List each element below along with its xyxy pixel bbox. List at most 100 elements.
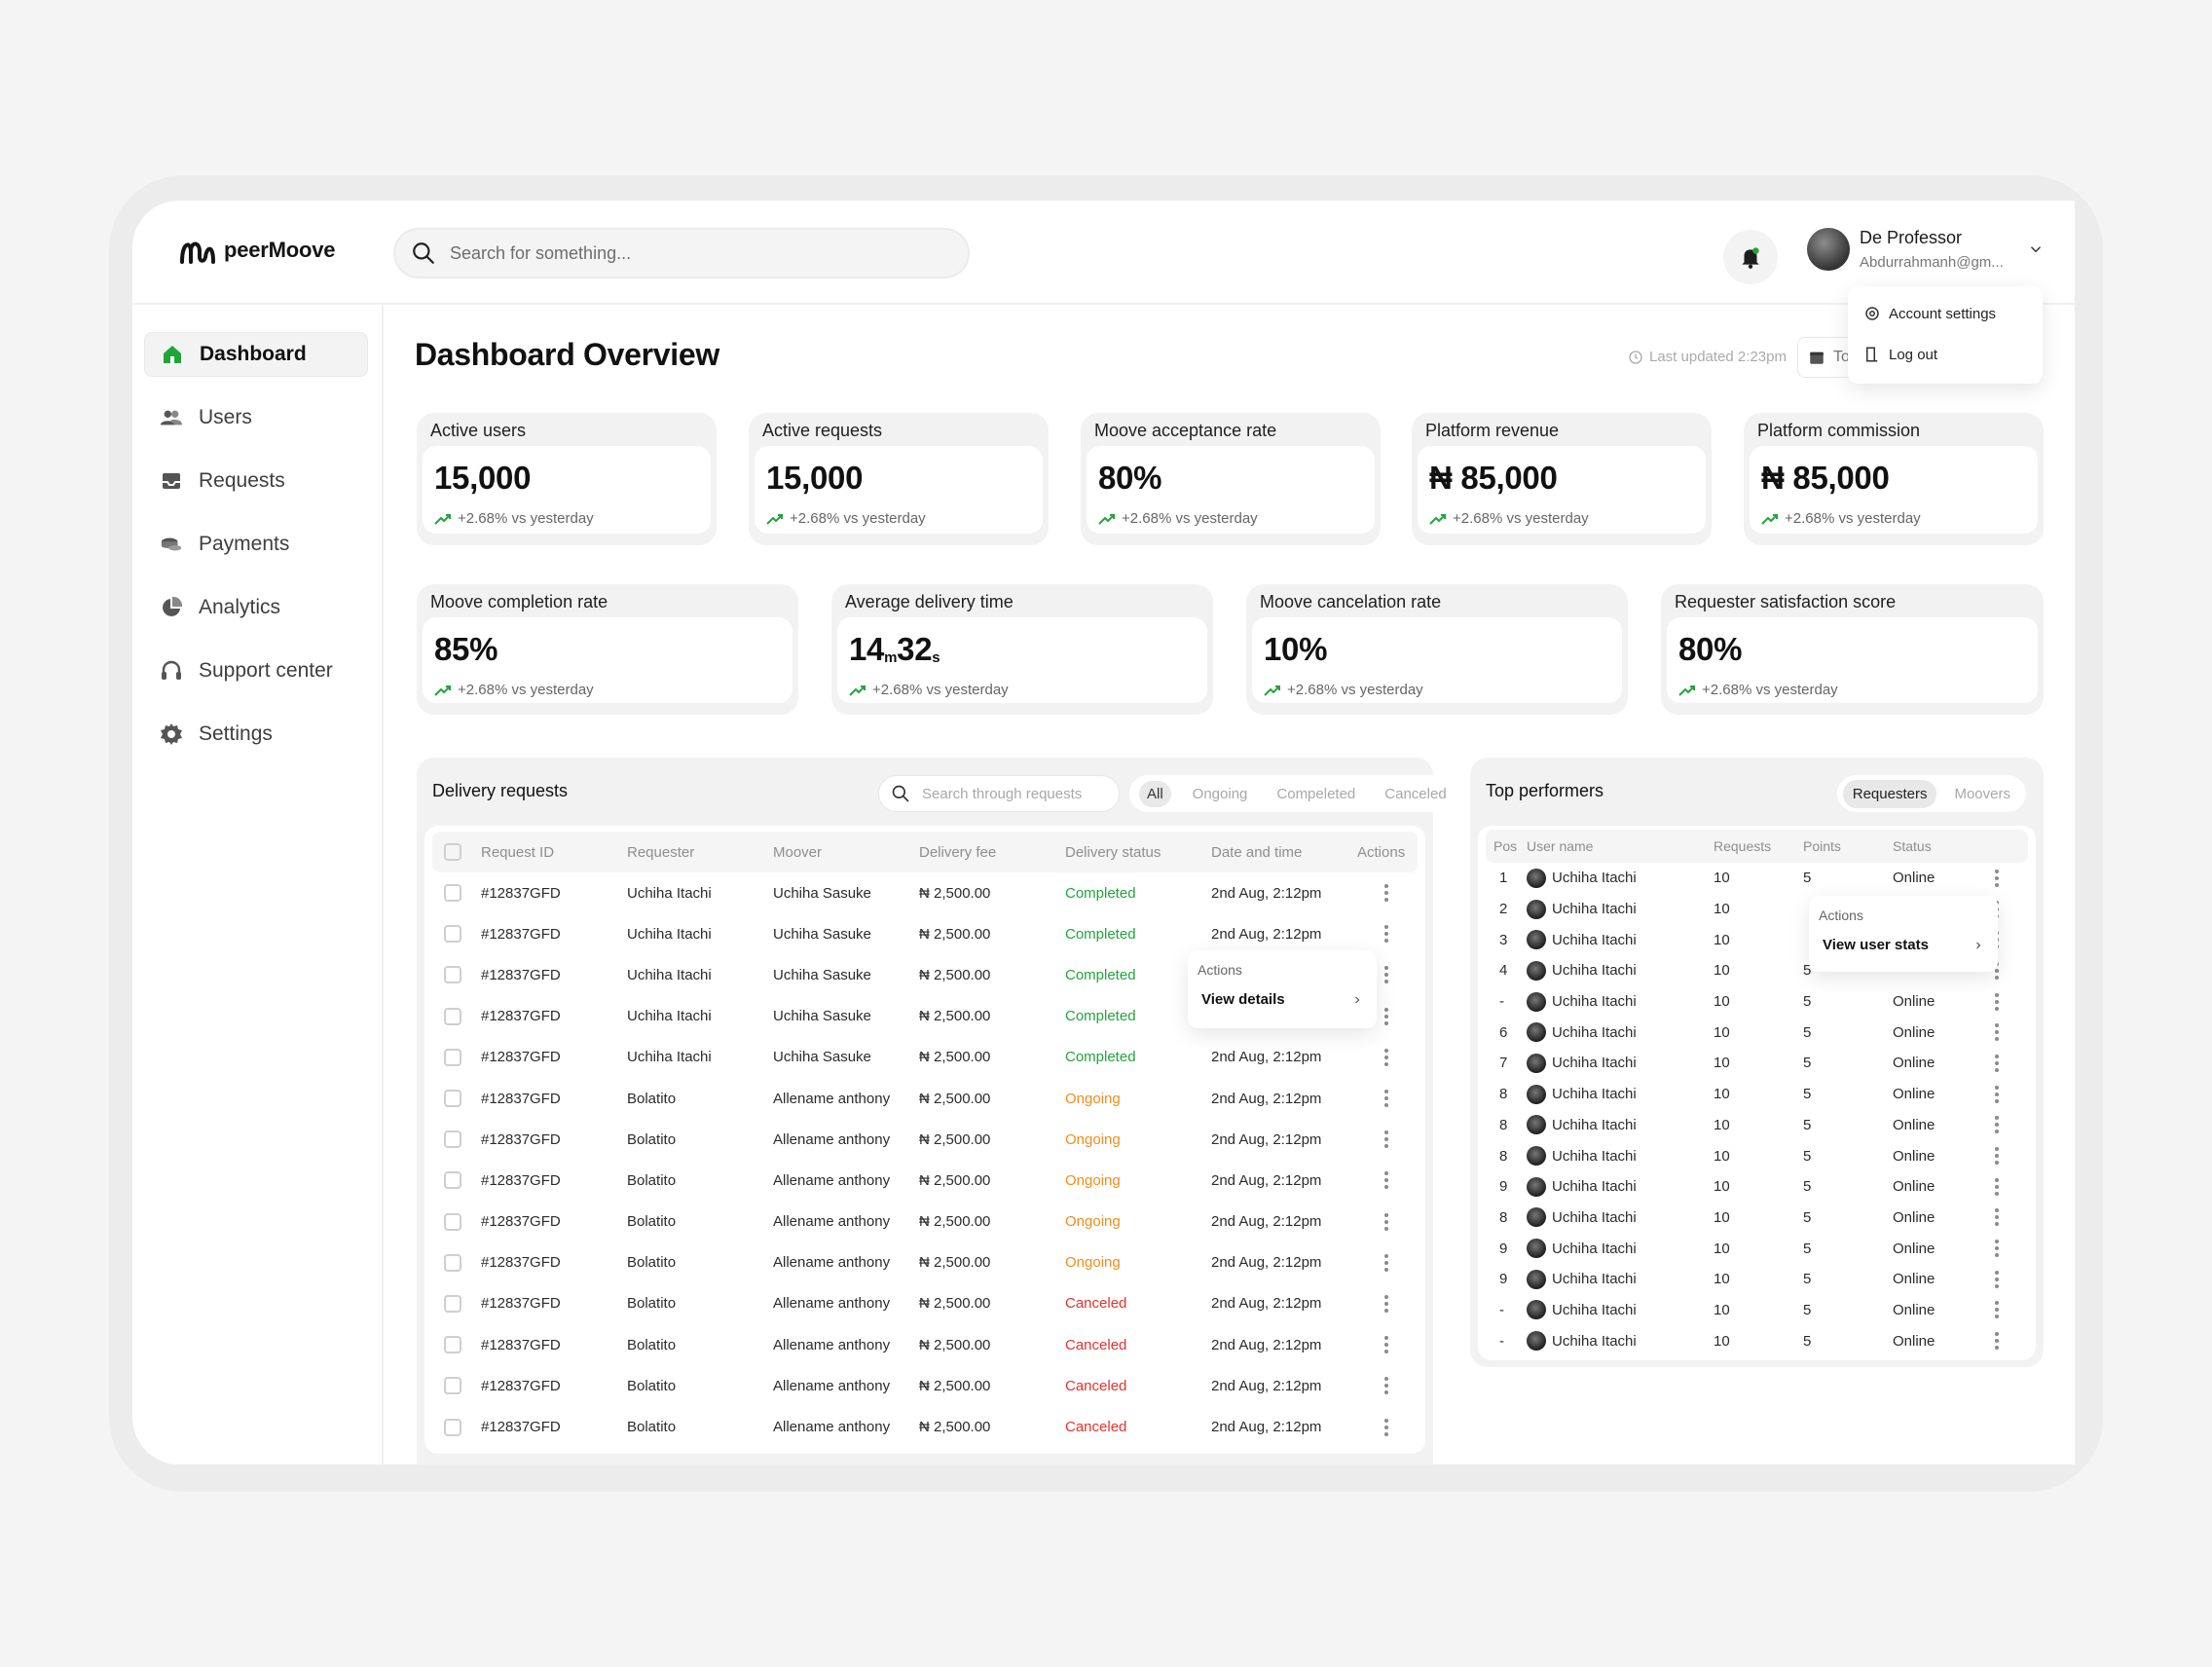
row-checkbox[interactable] xyxy=(444,884,461,903)
col-date-time[interactable]: Date and time xyxy=(1211,843,1303,861)
table-row[interactable]: #12837GFD Bolatito Allename anthony ₦ 2,500… xyxy=(432,1406,1418,1447)
col-delivery-status[interactable]: Delivery status xyxy=(1065,843,1161,861)
table-row[interactable]: #12837GFD Uchiha Itachi Uchiha Sasuke ₦ 2,5… xyxy=(432,996,1418,1037)
more-vertical-icon[interactable] xyxy=(1994,1147,2000,1166)
table-row[interactable]: #12837GFD Bolatito Allename anthony ₦ 2,500… xyxy=(432,1119,1418,1160)
global-search-input[interactable]: Search for something... xyxy=(393,228,970,278)
more-vertical-icon[interactable] xyxy=(1383,1212,1389,1231)
sidebar-item-requests[interactable]: Requests xyxy=(144,459,368,503)
list-item[interactable]: 9 Uchiha Itachi 10 5 Online xyxy=(1486,1264,2028,1295)
list-item[interactable]: 2 Uchiha Itachi 10 xyxy=(1486,894,2028,925)
row-checkbox[interactable] xyxy=(444,925,461,944)
list-item[interactable]: 8 Uchiha Itachi 10 5 Online xyxy=(1486,1110,2028,1141)
more-vertical-icon[interactable] xyxy=(1383,925,1389,944)
more-vertical-icon[interactable] xyxy=(1994,1085,2000,1103)
row-checkbox[interactable] xyxy=(444,1294,461,1313)
filter-all[interactable]: All xyxy=(1139,780,1171,807)
table-row[interactable]: #12837GFD Bolatito Allename anthony ₦ 2,500… xyxy=(432,1365,1418,1406)
table-row[interactable]: #12837GFD Bolatito Allename anthony ₦ 2,500… xyxy=(432,1324,1418,1365)
list-item[interactable]: - Uchiha Itachi 10 5 Online xyxy=(1486,1325,2028,1356)
view-details-menu-item[interactable]: View details xyxy=(1198,987,1367,1012)
profile-menu-trigger[interactable]: De Professor Abdurrahmanh@gm... xyxy=(1807,228,2045,271)
more-vertical-icon[interactable] xyxy=(1383,884,1389,903)
col-request-id[interactable]: Request ID xyxy=(481,843,555,861)
list-item[interactable]: 8 Uchiha Itachi 10 5 Online xyxy=(1486,1140,2028,1171)
more-vertical-icon[interactable] xyxy=(1994,992,2000,1011)
more-vertical-icon[interactable] xyxy=(1383,1171,1389,1190)
row-checkbox[interactable] xyxy=(444,1336,461,1354)
row-checkbox[interactable] xyxy=(444,1130,461,1149)
more-vertical-icon[interactable] xyxy=(1383,1253,1389,1272)
select-all-checkbox[interactable] xyxy=(444,843,461,861)
tab-moovers[interactable]: Moovers xyxy=(1954,785,2010,802)
more-vertical-icon[interactable] xyxy=(1994,1116,2000,1134)
more-vertical-icon[interactable] xyxy=(1994,1208,2000,1227)
col-delivery-fee[interactable]: Delivery fee xyxy=(919,843,997,861)
row-checkbox[interactable] xyxy=(444,1377,461,1395)
list-item[interactable]: 3 Uchiha Itachi 10 xyxy=(1486,924,2028,955)
more-vertical-icon[interactable] xyxy=(1383,1377,1389,1395)
row-checkbox[interactable] xyxy=(444,1090,461,1108)
more-vertical-icon[interactable] xyxy=(1994,1270,2000,1288)
more-vertical-icon[interactable] xyxy=(1383,1294,1389,1313)
more-vertical-icon[interactable] xyxy=(1383,1418,1389,1436)
more-vertical-icon[interactable] xyxy=(1383,1130,1389,1149)
sidebar-item-users[interactable]: Users xyxy=(144,395,368,440)
row-checkbox[interactable] xyxy=(444,1253,461,1272)
table-row[interactable]: #12837GFD Bolatito Allename anthony ₦ 2,500… xyxy=(432,1160,1418,1201)
row-checkbox[interactable] xyxy=(444,966,461,984)
sidebar-item-analytics[interactable]: Analytics xyxy=(144,585,368,630)
more-vertical-icon[interactable] xyxy=(1383,1048,1389,1066)
more-vertical-icon[interactable] xyxy=(1994,1301,2000,1319)
list-item[interactable]: 6 Uchiha Itachi 10 5 Online xyxy=(1486,1017,2028,1048)
more-vertical-icon[interactable] xyxy=(1994,869,2000,887)
table-row[interactable]: #12837GFD Uchiha Itachi Uchiha Sasuke ₦ 2,5… xyxy=(432,954,1418,995)
list-item[interactable]: 1 Uchiha Itachi 10 5 Online xyxy=(1486,863,2028,894)
filter-completed[interactable]: Compeleted xyxy=(1276,785,1356,802)
list-item[interactable]: 9 Uchiha Itachi 10 5 Online xyxy=(1486,1171,2028,1203)
log-out-menu-item[interactable]: Log out xyxy=(1863,341,2027,368)
table-row[interactable]: #12837GFD Uchiha Itachi Uchiha Sasuke ₦ 2,5… xyxy=(432,913,1418,954)
sidebar-item-payments[interactable]: Payments xyxy=(144,522,368,567)
table-row[interactable]: #12837GFD Bolatito Allename anthony ₦ 2,500… xyxy=(432,1242,1418,1283)
more-vertical-icon[interactable] xyxy=(1383,1336,1389,1354)
sidebar-item-settings[interactable]: Settings xyxy=(144,712,368,757)
list-item[interactable]: 9 Uchiha Itachi 10 5 Online xyxy=(1486,1233,2028,1264)
more-vertical-icon[interactable] xyxy=(1383,1007,1389,1025)
list-item[interactable]: - Uchiha Itachi 10 5 Online xyxy=(1486,986,2028,1018)
row-checkbox[interactable] xyxy=(444,1212,461,1231)
row-checkbox[interactable] xyxy=(444,1171,461,1190)
row-checkbox[interactable] xyxy=(444,1418,461,1436)
tab-requesters[interactable]: Requesters xyxy=(1842,779,1937,808)
sidebar-item-support-center[interactable]: Support center xyxy=(144,648,368,693)
date-range-button[interactable]: To xyxy=(1797,337,1856,378)
table-row[interactable]: #12837GFD Bolatito Allename anthony ₦ 2,500… xyxy=(432,1078,1418,1119)
list-item[interactable]: 8 Uchiha Itachi 10 5 Online xyxy=(1486,1079,2028,1110)
notifications-button[interactable] xyxy=(1723,230,1778,284)
list-item[interactable]: 8 Uchiha Itachi 10 5 Online xyxy=(1486,1203,2028,1234)
filter-canceled[interactable]: Canceled xyxy=(1384,785,1447,802)
requests-search-input[interactable]: Search through requests xyxy=(878,775,1120,812)
more-vertical-icon[interactable] xyxy=(1994,1240,2000,1258)
more-vertical-icon[interactable] xyxy=(1994,1054,2000,1072)
filter-ongoing[interactable]: Ongoing xyxy=(1192,785,1248,802)
table-row[interactable]: #12837GFD Uchiha Itachi Uchiha Sasuke ₦ 2,5… xyxy=(432,1037,1418,1078)
account-settings-menu-item[interactable]: Account settings xyxy=(1863,300,2027,327)
more-vertical-icon[interactable] xyxy=(1383,966,1389,984)
view-user-stats-menu-item[interactable]: View user stats xyxy=(1819,933,1988,957)
list-item[interactable]: - Uchiha Itachi 10 5 Online xyxy=(1486,1295,2028,1326)
table-row[interactable]: #12837GFD Bolatito Allename anthony ₦ 2,500… xyxy=(432,1283,1418,1324)
more-vertical-icon[interactable] xyxy=(1383,1090,1389,1108)
more-vertical-icon[interactable] xyxy=(1994,1177,2000,1196)
more-vertical-icon[interactable] xyxy=(1994,1332,2000,1351)
col-requester[interactable]: Requester xyxy=(627,843,695,861)
row-checkbox[interactable] xyxy=(444,1048,461,1066)
table-row[interactable]: #12837GFD Bolatito Allename anthony ₦ 2,500… xyxy=(432,1202,1418,1242)
row-checkbox[interactable] xyxy=(444,1007,461,1025)
col-moover[interactable]: Moover xyxy=(773,843,823,861)
table-row[interactable]: #12837GFD Uchiha Itachi Uchiha Sasuke ₦ 2,5… xyxy=(432,872,1418,913)
more-vertical-icon[interactable] xyxy=(1994,1023,2000,1042)
sidebar-item-dashboard[interactable]: Dashboard xyxy=(144,332,368,377)
list-item[interactable]: 7 Uchiha Itachi 10 5 Online xyxy=(1486,1048,2028,1079)
brand-logo[interactable]: peerMoove xyxy=(179,236,336,265)
